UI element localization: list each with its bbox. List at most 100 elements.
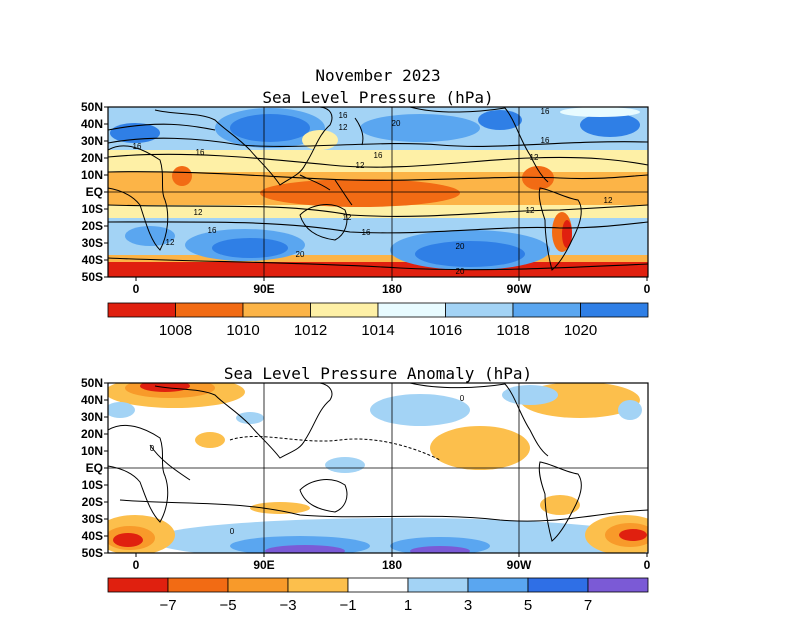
colorbar-label: −7 bbox=[159, 597, 176, 614]
colorbar-swatch bbox=[445, 302, 514, 318]
africa-outline bbox=[108, 145, 169, 251]
latitude-label: 40N bbox=[81, 393, 103, 407]
anomaly-southern-high bbox=[150, 518, 648, 553]
longitude-label: 90E bbox=[253, 282, 274, 296]
latitude-label: 20N bbox=[81, 427, 103, 441]
colorbar-swatch bbox=[175, 302, 244, 318]
anomaly-pacific-warm bbox=[430, 426, 530, 470]
colorbar-swatch bbox=[587, 577, 649, 593]
latitude-label: 40S bbox=[82, 529, 103, 543]
anomaly-map-panel bbox=[108, 383, 648, 553]
colorbar-swatch bbox=[107, 302, 176, 318]
colorbar-swatch bbox=[107, 577, 169, 593]
latitude-label: 30N bbox=[81, 134, 103, 148]
slp-band-north-1014 bbox=[108, 150, 648, 172]
latitude-label: 20S bbox=[82, 495, 103, 509]
contour-label: 12 bbox=[356, 161, 365, 170]
colorbar-label: 1 bbox=[404, 597, 412, 614]
longitude-label: 0 bbox=[644, 282, 651, 296]
slp-axis-labels: 50N 40N 30N 20N 10N EQ 10S 20S 30S 40S 50S 0 90E 180 9… bbox=[81, 100, 651, 296]
colorbar-label: 1018 bbox=[496, 322, 529, 339]
colorbar-swatch bbox=[287, 577, 349, 593]
anomaly-title: Sea Level Pressure Anomaly (hPa) bbox=[223, 364, 533, 383]
colorbar-swatch bbox=[377, 302, 446, 318]
colorbar-label: 1012 bbox=[294, 322, 327, 339]
colorbar-label: 1016 bbox=[429, 322, 462, 339]
contour-label: 0 bbox=[230, 527, 235, 536]
contour-label: 12 bbox=[526, 206, 535, 215]
colorbar-label: 1008 bbox=[159, 322, 192, 339]
contour-label: 16 bbox=[339, 111, 348, 120]
latitude-label: 50N bbox=[81, 100, 103, 114]
slp-contour-labels: 16 16 12 16 20 16 16 12 16 12 12 12 12 1… bbox=[133, 107, 613, 276]
anomaly-contour-labels: 0 0 0 bbox=[150, 394, 465, 536]
latitude-label: 20N bbox=[81, 151, 103, 165]
colorbar-label: 1014 bbox=[361, 322, 394, 339]
latitude-label: 30S bbox=[82, 236, 103, 250]
slp-colorbar: 1008 1010 1012 1014 1016 1018 1020 bbox=[107, 302, 649, 339]
latitude-label: 10N bbox=[81, 444, 103, 458]
contour-label: 16 bbox=[541, 107, 550, 116]
colorbar-swatch bbox=[512, 302, 581, 318]
contour-label: 12 bbox=[194, 208, 203, 217]
contour-label: 12 bbox=[166, 238, 175, 247]
contour-label: 16 bbox=[196, 148, 205, 157]
eurasia-outline bbox=[154, 107, 333, 186]
longitude-label: 0 bbox=[644, 558, 651, 572]
contour-label: 16 bbox=[362, 228, 371, 237]
colorbar-label: 1010 bbox=[226, 322, 259, 339]
latitude-label: 50N bbox=[81, 376, 103, 390]
colorbar-swatch bbox=[407, 577, 469, 593]
contour-label: 16 bbox=[374, 151, 383, 160]
australia-outline bbox=[299, 204, 348, 241]
longitude-label: 0 bbox=[133, 282, 140, 296]
latitude-label: 10N bbox=[81, 168, 103, 182]
contour-label: 20 bbox=[296, 250, 305, 259]
slp-high-north-pacific bbox=[360, 114, 480, 142]
colorbar-label: 1020 bbox=[564, 322, 597, 339]
contour-label: 12 bbox=[339, 123, 348, 132]
latitude-label: 50S bbox=[82, 546, 103, 560]
contour-label: 16 bbox=[208, 226, 217, 235]
colorbar-label: 3 bbox=[464, 597, 472, 614]
colorbar-label: −1 bbox=[339, 597, 356, 614]
latitude-label: 30S bbox=[82, 512, 103, 526]
anomaly-grid bbox=[108, 383, 648, 553]
contour-label: 0 bbox=[150, 444, 155, 453]
latitude-label: EQ bbox=[86, 461, 103, 475]
longitude-label: 180 bbox=[382, 282, 402, 296]
colorbar-swatch bbox=[310, 302, 379, 318]
latitude-label: 10S bbox=[82, 478, 103, 492]
latitude-label: 50S bbox=[82, 270, 103, 284]
anomaly-north-pacific-high bbox=[370, 394, 470, 426]
latitude-label: 40N bbox=[81, 117, 103, 131]
contour-label: 12 bbox=[343, 213, 352, 222]
longitude-label: 90W bbox=[507, 282, 532, 296]
contour-label: 12 bbox=[530, 153, 539, 162]
latitude-label: EQ bbox=[86, 185, 103, 199]
anomaly-colorbar: −7 −5 −3 −1 1 3 5 7 bbox=[107, 577, 649, 614]
colorbar-swatch bbox=[242, 302, 311, 318]
longitude-label: 180 bbox=[382, 558, 402, 572]
anomaly-continent-outlines bbox=[108, 383, 648, 542]
slp-high-north-atlantic bbox=[580, 113, 640, 137]
longitude-label: 90W bbox=[507, 558, 532, 572]
colorbar-label: 7 bbox=[584, 597, 592, 614]
contour-label: 20 bbox=[392, 119, 401, 128]
slp-band-antarctic-low bbox=[108, 262, 648, 277]
anomaly-axis-labels: 50N 40N 30N 20N 10N EQ 10S 20S 30S 40S 50S 0 90E 180 9… bbox=[81, 376, 651, 572]
contour-label: 20 bbox=[456, 267, 465, 276]
contour-label: 16 bbox=[133, 142, 142, 151]
continent-outlines bbox=[108, 107, 582, 271]
colorbar-swatch bbox=[580, 302, 649, 318]
longitude-label: 90E bbox=[253, 558, 274, 572]
map-subtitle: Sea Level Pressure (hPa) bbox=[262, 88, 494, 107]
slp-low-warm-pool bbox=[260, 179, 460, 207]
isobar-lines bbox=[108, 123, 648, 271]
south-america-outline bbox=[538, 187, 582, 271]
colorbar-label: 5 bbox=[524, 597, 532, 614]
latitude-label: 10S bbox=[82, 202, 103, 216]
slp-high-south-atlantic bbox=[125, 226, 175, 246]
slp-low-central-america bbox=[522, 166, 554, 190]
